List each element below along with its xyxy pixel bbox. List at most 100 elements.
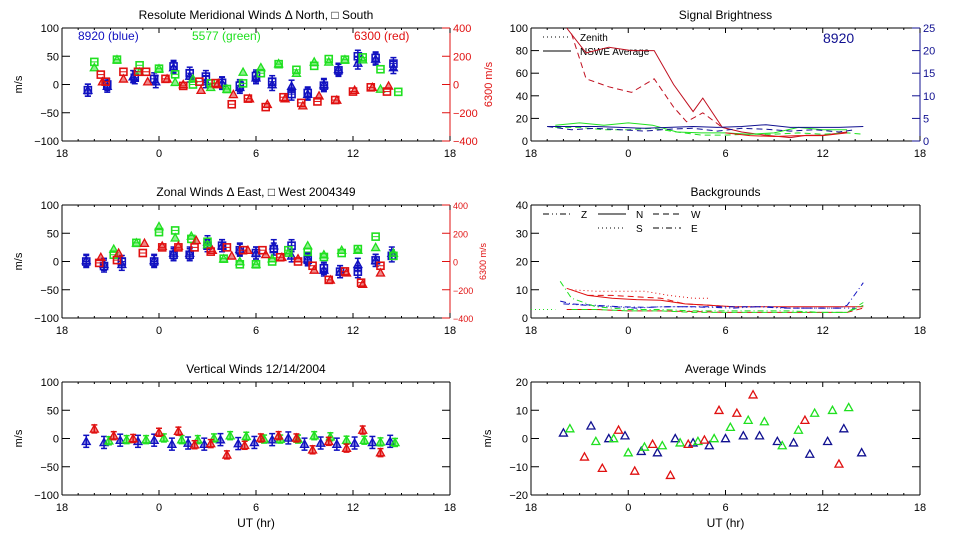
data-point-square [201, 72, 211, 81]
data-point-triangle [233, 438, 244, 448]
y-axis-label: m/s [13, 75, 25, 93]
data-point-square [219, 254, 228, 263]
data-point-triangle [777, 440, 788, 450]
data-point-triangle [239, 439, 250, 450]
data-point-square [348, 87, 358, 96]
data-point-square [203, 237, 212, 247]
data-point-square [389, 59, 398, 68]
y2-tick-label: −200 [453, 286, 473, 296]
data-point-triangle [309, 430, 320, 440]
data-point-triangle [738, 430, 749, 440]
data-point-triangle [657, 440, 668, 450]
y-tick-label: −100 [34, 313, 59, 325]
y2-tick-label: 400 [453, 23, 471, 35]
annotation-blue: 8920 (blue) [78, 29, 139, 43]
y-tick-label: −50 [40, 462, 59, 474]
data-point-square [382, 87, 392, 96]
data-point-square [269, 244, 279, 254]
series-line [571, 289, 710, 299]
data-point-triangle [349, 437, 360, 447]
x-tick-label: 18 [525, 325, 537, 337]
data-point-triangle [665, 469, 676, 480]
data-point-triangle [713, 404, 725, 415]
legend-label: E [691, 224, 698, 235]
data-point-triangle [153, 426, 165, 437]
y2-tick-label: −200 [453, 108, 478, 120]
data-point-triangle [273, 58, 284, 68]
data-point-square [112, 55, 122, 64]
chart-title: Signal Brightness [679, 8, 772, 22]
data-point-triangle [108, 430, 119, 440]
x-tick-label: 18 [914, 502, 926, 514]
data-point-triangle [89, 423, 100, 433]
data-point-triangle [341, 434, 352, 445]
data-point-square [83, 85, 93, 95]
data-point-triangle [833, 458, 845, 468]
data-point-square [292, 65, 301, 75]
y-tick-label: 0 [522, 136, 528, 148]
data-point-square [256, 68, 266, 78]
data-point-triangle [743, 414, 754, 424]
data-point-square [353, 267, 363, 276]
data-point-square [161, 74, 170, 84]
data-point-triangle [675, 437, 686, 447]
data-point-triangle [352, 244, 363, 255]
x-tick-label: 6 [253, 502, 259, 514]
data-point-square [308, 261, 317, 271]
y2-tick-label: 10 [923, 91, 935, 103]
y-tick-label: 30 [516, 228, 528, 240]
data-point-square [119, 67, 128, 77]
x-tick-label: 18 [444, 148, 456, 160]
y2-tick-label: 200 [453, 51, 471, 63]
series-line [587, 294, 734, 308]
y2-tick-label: −400 [453, 136, 478, 148]
data-point-triangle [205, 438, 216, 448]
data-point-triangle [221, 449, 233, 459]
data-point-square [337, 248, 346, 258]
data-point-triangle [241, 430, 252, 441]
data-point-triangle [170, 232, 181, 242]
data-point-square [132, 238, 141, 248]
x-axis-label: UT (hr) [707, 516, 745, 530]
y2-tick-label: 20 [923, 46, 935, 58]
y-tick-label: 0 [53, 80, 59, 92]
data-point-square [157, 243, 167, 252]
series-line [571, 33, 723, 128]
data-point-square [324, 275, 334, 285]
y-tick-label: 100 [510, 23, 528, 35]
series-line [725, 132, 848, 138]
data-point-square [206, 247, 216, 256]
y-tick-label: 40 [516, 91, 528, 103]
data-point-triangle [375, 447, 386, 457]
data-point-triangle [273, 430, 284, 440]
data-point-triangle [639, 441, 650, 451]
data-point-square [303, 255, 313, 265]
data-point-square [274, 59, 283, 69]
data-point-triangle [838, 423, 849, 433]
data-point-triangle [189, 439, 200, 449]
data-point-square [141, 67, 151, 77]
y-tick-label: 20 [516, 377, 528, 389]
y2-tick-label: 25 [923, 23, 935, 35]
legend-label: N [636, 210, 643, 221]
data-point-square [366, 83, 376, 92]
data-point-triangle [142, 76, 153, 86]
series-line [571, 304, 864, 313]
data-point-triangle [118, 73, 129, 83]
data-point-square [154, 227, 164, 237]
data-point-triangle [652, 447, 663, 457]
chart-title: Resolute Meridional Winds Δ North, □ Sou… [139, 8, 374, 22]
y-tick-label: 100 [41, 23, 59, 35]
data-point-triangle [747, 389, 759, 399]
legend-label: Zenith [580, 33, 608, 44]
data-point-square [154, 64, 164, 73]
data-point-triangle [331, 438, 342, 449]
data-point-triangle [299, 438, 310, 449]
data-point-triangle [140, 434, 152, 444]
data-point-square [275, 252, 285, 262]
data-point-triangle [128, 433, 139, 443]
data-point-square [371, 256, 380, 265]
